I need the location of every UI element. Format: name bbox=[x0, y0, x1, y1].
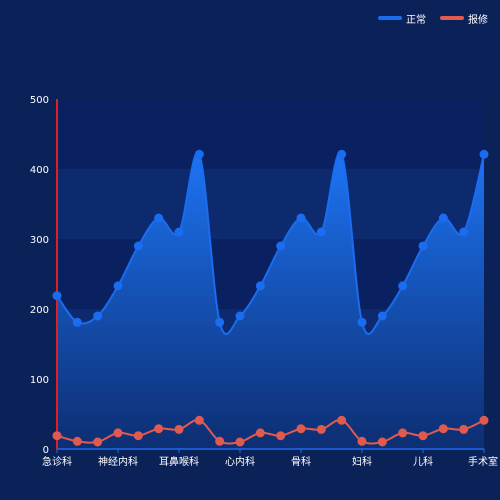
data-point[interactable] bbox=[398, 281, 408, 291]
data-point[interactable] bbox=[215, 317, 225, 327]
data-point[interactable] bbox=[52, 291, 62, 301]
x-tick-label: 神经内科 bbox=[98, 455, 138, 468]
data-point[interactable] bbox=[255, 281, 265, 291]
legend: 报修 正常 bbox=[378, 13, 488, 26]
data-point[interactable] bbox=[459, 227, 469, 237]
y-tick-label: 200 bbox=[30, 305, 49, 316]
data-point[interactable] bbox=[337, 415, 347, 425]
x-tick-label: 儿科 bbox=[413, 455, 433, 468]
legend-label-0: 正常 bbox=[406, 13, 426, 26]
data-point[interactable] bbox=[93, 437, 103, 447]
x-tick-label: 手术室 bbox=[468, 455, 498, 468]
data-point[interactable] bbox=[154, 424, 164, 434]
legend-swatch-1[interactable] bbox=[440, 16, 464, 20]
data-point[interactable] bbox=[133, 431, 143, 441]
data-point[interactable] bbox=[235, 437, 245, 447]
data-point[interactable] bbox=[357, 436, 367, 446]
axes bbox=[56, 99, 484, 450]
data-point[interactable] bbox=[479, 415, 489, 425]
data-point[interactable] bbox=[113, 281, 123, 291]
legend-swatch-0[interactable] bbox=[378, 16, 402, 20]
data-point[interactable] bbox=[296, 424, 306, 434]
x-tick-label: 骨科 bbox=[291, 455, 311, 468]
plot-band bbox=[57, 99, 484, 169]
data-point[interactable] bbox=[72, 317, 82, 327]
data-point[interactable] bbox=[479, 149, 489, 159]
data-point[interactable] bbox=[316, 227, 326, 237]
data-point[interactable] bbox=[459, 424, 469, 434]
data-point[interactable] bbox=[418, 241, 428, 251]
data-point[interactable] bbox=[377, 437, 387, 447]
area-layer bbox=[57, 152, 484, 449]
data-point[interactable] bbox=[174, 424, 184, 434]
data-point[interactable] bbox=[113, 428, 123, 438]
data-point[interactable] bbox=[194, 415, 204, 425]
x-tick-label: 妇科 bbox=[352, 455, 372, 468]
data-point[interactable] bbox=[418, 431, 428, 441]
plot-band bbox=[57, 169, 484, 239]
series-area-0 bbox=[57, 152, 484, 449]
data-point[interactable] bbox=[438, 424, 448, 434]
data-point[interactable] bbox=[438, 213, 448, 223]
legend-label-1: 报修 bbox=[468, 13, 488, 26]
y-tick-label: 400 bbox=[30, 165, 49, 176]
data-point[interactable] bbox=[215, 436, 225, 446]
x-tick-label: 心内科 bbox=[225, 455, 255, 468]
data-point[interactable] bbox=[398, 428, 408, 438]
data-point[interactable] bbox=[316, 424, 326, 434]
y-tick-label: 300 bbox=[30, 235, 49, 246]
tick-labels: 0 100 200 300 400 500 急诊科 神经内科 耳鼻喉科 心内科 骨科 妇科 儿科 手术室 bbox=[30, 95, 498, 468]
x-tick-label: 急诊科 bbox=[42, 455, 72, 468]
series-line-1 bbox=[56, 419, 485, 445]
x-tick-label: 耳鼻喉科 bbox=[159, 455, 199, 468]
data-point[interactable] bbox=[154, 213, 164, 223]
y-tick-label: 500 bbox=[30, 95, 49, 106]
data-point[interactable] bbox=[235, 311, 245, 321]
data-point[interactable] bbox=[377, 311, 387, 321]
y-tick-label: 0 bbox=[43, 445, 49, 456]
data-point[interactable] bbox=[337, 149, 347, 159]
data-point[interactable] bbox=[52, 431, 62, 441]
data-point[interactable] bbox=[174, 227, 184, 237]
data-point[interactable] bbox=[133, 241, 143, 251]
data-point[interactable] bbox=[357, 317, 367, 327]
data-point[interactable] bbox=[93, 311, 103, 321]
data-point[interactable] bbox=[72, 436, 82, 446]
y-tick-label: 100 bbox=[30, 375, 49, 386]
data-point[interactable] bbox=[276, 241, 286, 251]
series-layer bbox=[52, 149, 489, 447]
data-point[interactable] bbox=[255, 428, 265, 438]
data-point[interactable] bbox=[296, 213, 306, 223]
data-point[interactable] bbox=[194, 149, 204, 159]
data-point[interactable] bbox=[276, 431, 286, 441]
